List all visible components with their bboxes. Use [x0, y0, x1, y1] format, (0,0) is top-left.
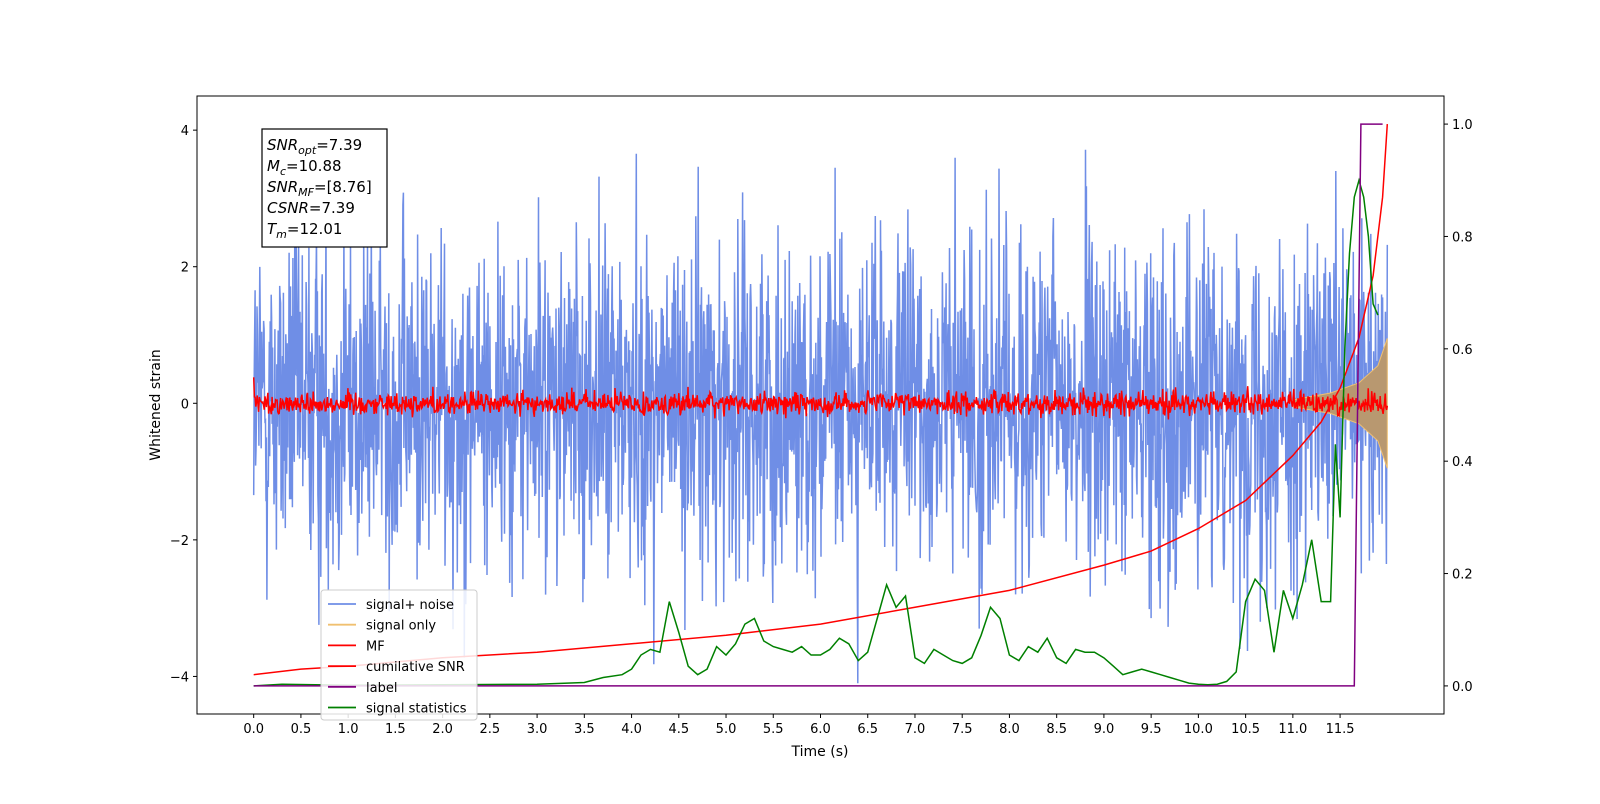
annotation-line: SNRopt=7.39: [267, 136, 362, 157]
series-signal-only: [1292, 338, 1388, 469]
x-tick-label: 3.0: [527, 722, 548, 737]
y-tick-label: −2: [170, 534, 189, 549]
plot-area: [252, 123, 1389, 687]
x-tick-label: 3.5: [574, 722, 595, 737]
legend: signal+ noise signal only MF cumilative SNR…: [320, 589, 478, 721]
x-tick-label: 9.0: [1094, 722, 1115, 737]
y-tick-label: 4: [181, 124, 189, 139]
y-right-tick-label: 0.8: [1452, 230, 1473, 245]
legend-label: signal statistics: [366, 702, 467, 717]
annotation-line: CSNR=7.39: [267, 199, 355, 217]
x-tick-label: 11.5: [1326, 722, 1355, 737]
legend-label: signal only: [366, 619, 436, 634]
x-tick-label: 4.5: [668, 722, 689, 737]
y-right-tick-label: 1.0: [1452, 118, 1473, 133]
annotation-frame: [261, 128, 388, 248]
x-tick-label: 5.5: [763, 722, 784, 737]
x-tick-label: 11.0: [1278, 722, 1307, 737]
y-axis-right: 0.0 0.2 0.4 0.6 0.8 1.0: [1444, 118, 1473, 695]
x-axis: 0.0 0.5 1.0 1.5 2.0 2.5 3.0 3.5 4.0 4.5 5.0 5.5 6.0 6…: [243, 714, 1355, 737]
y-tick-label: −4: [170, 670, 189, 685]
series-mf: [252, 377, 1389, 420]
legend-label: MF: [366, 639, 385, 654]
y-tick-label: 0: [181, 397, 189, 412]
y-right-tick-label: 0.4: [1452, 455, 1473, 470]
legend-label: cumilative SNR: [366, 660, 465, 675]
x-tick-label: 8.0: [999, 722, 1020, 737]
legend-label: signal+ noise: [366, 598, 454, 613]
x-tick-label: 9.5: [1141, 722, 1162, 737]
x-tick-label: 1.5: [385, 722, 406, 737]
x-tick-label: 10.0: [1184, 722, 1213, 737]
annotation-line: Tm=12.01: [267, 220, 342, 241]
y-axis-left: −4 −2 0 2 4: [170, 124, 197, 685]
x-tick-label: 2.0: [432, 722, 453, 737]
y-right-tick-label: 0.0: [1452, 680, 1473, 695]
x-axis-label: Time (s): [791, 744, 849, 760]
x-tick-label: 4.0: [621, 722, 642, 737]
x-tick-label: 8.5: [1046, 722, 1067, 737]
x-tick-label: 7.5: [952, 722, 973, 737]
series-signal-statistics: [253, 177, 1379, 687]
annotation-box: SNRopt=7.39Mc=10.88SNRMF=[8.76]CSNR=7.39…: [261, 128, 388, 248]
y-right-tick-label: 0.6: [1452, 343, 1473, 358]
x-tick-label: 6.5: [857, 722, 878, 737]
y-right-tick-label: 0.2: [1452, 568, 1473, 583]
legend-frame: [320, 589, 478, 721]
x-tick-label: 7.0: [905, 722, 926, 737]
x-tick-label: 0.5: [291, 722, 312, 737]
series-signal-noise: [252, 149, 1389, 684]
x-tick-label: 10.5: [1231, 722, 1260, 737]
annotation-line: Mc=10.88: [267, 157, 342, 178]
y-tick-label: 2: [181, 261, 189, 276]
series-label: [253, 123, 1383, 687]
x-tick-label: 1.0: [338, 722, 359, 737]
x-tick-label: 5.0: [716, 722, 737, 737]
annotation-line: SNRMF=[8.76]: [267, 178, 372, 199]
x-tick-label: 0.0: [243, 722, 264, 737]
x-tick-label: 6.0: [810, 722, 831, 737]
x-tick-label: 2.5: [480, 722, 501, 737]
legend-label: label: [366, 681, 397, 696]
y-axis-label: Whitened strain: [148, 349, 164, 460]
